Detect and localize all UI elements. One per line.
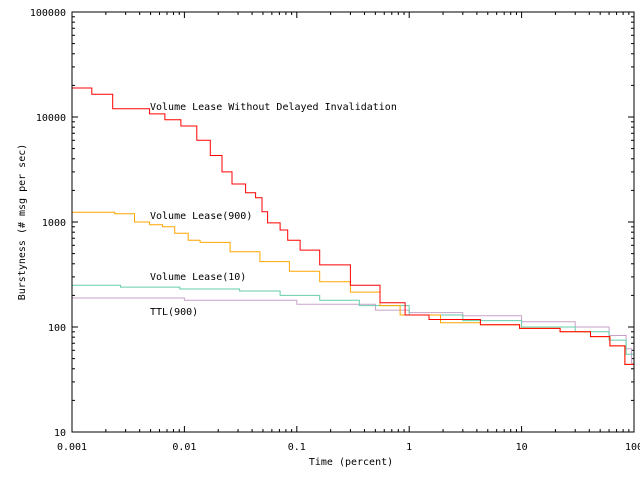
- y-tick-label: 10: [54, 428, 66, 439]
- series-lines: [72, 87, 635, 432]
- x-tick-label: 1: [406, 442, 412, 453]
- x-tick-label: 100: [625, 442, 640, 453]
- x-tick-labels: 0.001 0.01 0.1 1 10 100: [57, 442, 640, 453]
- series-line-2: [72, 284, 635, 375]
- x-tick-label: 10: [516, 442, 528, 453]
- y-tick-label: 100: [48, 323, 66, 334]
- series-label-1: Volume Lease(900): [150, 211, 252, 222]
- y-tick-label: 1000: [42, 218, 66, 229]
- series-line-0: [72, 87, 635, 391]
- plot-frame: [71, 11, 635, 433]
- y-tick-labels: 10 100 1000 10000 100000: [30, 8, 66, 439]
- series-label-2: Volume Lease(10): [150, 272, 246, 283]
- x-tick-label: 0.01: [172, 442, 196, 453]
- series-label-3: TTL(900): [150, 307, 198, 318]
- y-tick-label: 100000: [30, 8, 66, 19]
- series-line-3: [72, 297, 635, 432]
- x-axis-label: Time (percent): [309, 457, 393, 468]
- y-axis-label: Burstyness (# msg per sec): [17, 144, 28, 301]
- series-label-0: Volume Lease Without Delayed Invalidatio…: [150, 102, 397, 113]
- series-line-1: [72, 211, 635, 391]
- x-tick-label: 0.1: [288, 442, 306, 453]
- y-tick-label: 10000: [36, 113, 66, 124]
- x-tick-label: 0.001: [57, 442, 87, 453]
- ticks: [71, 12, 634, 433]
